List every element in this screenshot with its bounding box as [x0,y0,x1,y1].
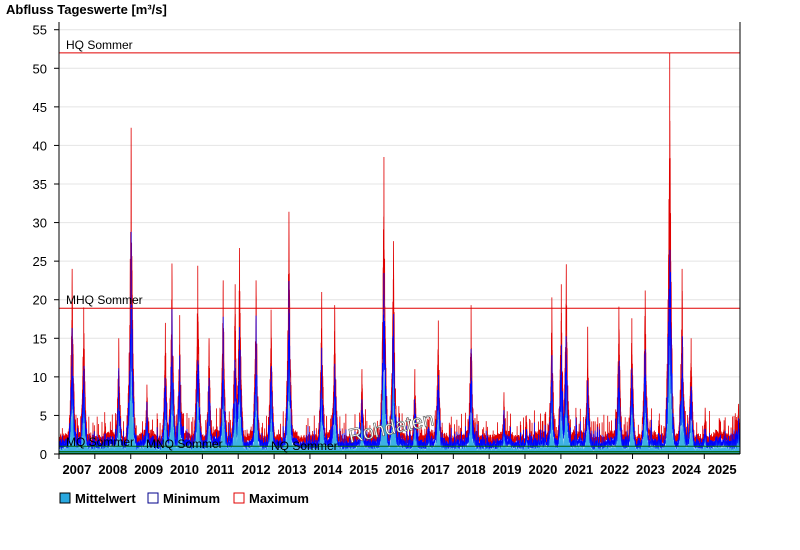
x-tick-label: 2018 [457,462,486,477]
reference-line-label: HQ Sommer [66,38,133,52]
legend: Mittelwert Minimum Maximum [59,491,309,506]
reference-lines: HQ Sommer MHQ Sommer MQ Sommer MNQ Sommer NQ… [59,38,740,454]
x-tick-label: 2022 [600,462,629,477]
x-tick-label: 2007 [62,462,91,477]
legend-swatch [147,492,159,504]
legend-label: Minimum [163,491,220,506]
y-tick-label: 45 [33,100,47,115]
y-tick-label: 55 [33,23,47,38]
y-tick-label: 30 [33,216,47,231]
x-tick-label: 2008 [98,462,127,477]
y-tick-label: 50 [33,61,47,76]
x-tick-label: 2023 [636,462,665,477]
x-tick-label: 2020 [528,462,557,477]
y-tick-label: 0 [40,447,47,462]
x-tick-label: 2019 [493,462,522,477]
y-tick-label: 15 [33,331,47,346]
legend-label: Mittelwert [75,491,136,506]
y-tick-label: 35 [33,177,47,192]
x-tick-label: 2012 [242,462,271,477]
x-tick-label: 2009 [134,462,163,477]
x-tick-label: 2013 [278,462,307,477]
series-mittelwert-area [59,276,740,454]
y-tick-label: 10 [33,370,47,385]
x-tick-label: 2016 [385,462,414,477]
series-minimum-line [58,231,741,451]
legend-swatch [59,492,71,504]
plot-frame [58,22,741,455]
y-tick-label: 40 [33,138,47,153]
x-tick-label: 2011 [206,462,234,477]
x-tick-label: 2021 [564,462,593,477]
y-tick-label: 20 [33,293,47,308]
x-tick-label: 2014 [313,462,343,477]
legend-label: Maximum [249,491,309,506]
y-tick-label: 25 [33,254,47,269]
x-tick-label: 2017 [421,462,450,477]
reference-line-label: MQ Sommer [66,435,134,449]
grid [59,29,740,455]
x-tick-label: 2015 [349,462,378,477]
reference-line-label: NQ Sommer [271,439,338,453]
x-tick-label: 2010 [170,462,199,477]
x-axis: 2007 2008 2009 2010 2011 2012 2013 2014 2015 2016… [58,454,737,477]
series-layer [58,52,741,454]
reference-line-label: MNQ Sommer [146,437,223,451]
legend-swatch [233,492,245,504]
reference-line-label: MHQ Sommer [66,293,143,307]
x-tick-label: 2024 [672,462,702,477]
chart-title: Abfluss Tageswerte [m³/s] [6,2,167,17]
y-tick-label: 5 [40,408,47,423]
series-maximum-line [58,52,741,447]
y-axis: 0 5 10 15 20 25 30 35 40 45 50 55 [33,23,59,462]
x-tick-label: 2025 [708,462,737,477]
